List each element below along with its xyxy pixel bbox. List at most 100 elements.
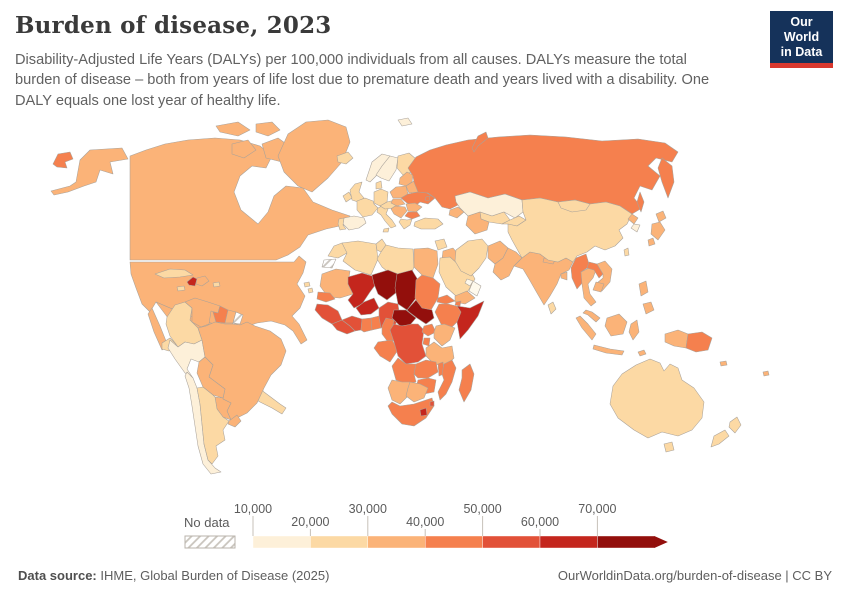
- region-romania[interactable]: Romania: 34,000: [405, 202, 423, 213]
- region-taiwan[interactable]: Taiwan: 24,000: [623, 247, 630, 257]
- region-sweden[interactable]: Sweden: 15,000: [375, 155, 399, 182]
- region-south-sudan[interactable]: South Sudan: 76,000: [406, 299, 435, 325]
- legend-bin-3[interactable]: [424, 535, 483, 549]
- region-indonesia[interactable]: Indonesia: 32,000: [604, 313, 628, 337]
- region-united-states[interactable]: United States: 31,000: [50, 147, 129, 196]
- region-solomon-islands[interactable]: Solomon Islands: 34,000: [719, 360, 728, 367]
- region-philippines[interactable]: Philippines: 31,000: [642, 301, 655, 315]
- region-canada[interactable]: Canada: 30,500: [129, 137, 351, 261]
- region-canada[interactable]: Canada: 30,500: [255, 121, 281, 137]
- region-cape-verde[interactable]: Cape Verde: 27,000: [307, 287, 314, 294]
- region-canada[interactable]: Canada: 30,500: [215, 121, 251, 137]
- region-cuba[interactable]: Cuba: 26,000: [154, 268, 194, 279]
- region-timor-leste[interactable]: Timor-Leste: 34,000: [637, 349, 647, 357]
- region-argentina[interactable]: Argentina: 24,000: [196, 386, 230, 465]
- region-australia[interactable]: Australia: 21,000: [663, 441, 675, 453]
- region-japan[interactable]: Japan: 30,500: [650, 221, 666, 241]
- region-malaysia[interactable]: Malaysia: 31,000: [582, 309, 601, 323]
- region-senegal[interactable]: Senegal: 42,000: [316, 291, 336, 303]
- region-syria[interactable]: Syria: 28,000: [434, 238, 448, 251]
- region-mongolia[interactable]: Mongolia: 23,000: [557, 199, 591, 213]
- region-uganda[interactable]: Uganda: 43,000: [421, 323, 437, 337]
- region-congo[interactable]: Congo: 42,000: [373, 339, 399, 363]
- region-cambodia[interactable]: Cambodia: 34,000: [592, 281, 605, 293]
- region-south-africa[interactable]: South Africa: 42,000: [387, 397, 435, 427]
- region-fiji[interactable]: Fiji: 34,000: [762, 370, 770, 377]
- region-chad[interactable]: Chad: 78,000: [394, 269, 419, 311]
- region-guinea[interactable]: Guinea: 57,000: [314, 303, 343, 325]
- region-indonesia[interactable]: Indonesia: 32,000: [628, 319, 640, 341]
- region-russia[interactable]: Russia: 45,000: [636, 191, 645, 213]
- legend-bin-5[interactable]: [539, 535, 598, 549]
- region-iceland[interactable]: Iceland: 22,000: [336, 151, 354, 165]
- region-namibia[interactable]: Namibia: 36,000: [387, 379, 411, 405]
- region-western-sahara[interactable]: Western Sahara: No data: [321, 258, 337, 269]
- region-indonesia[interactable]: Indonesia: 32,000: [664, 329, 689, 349]
- region-denmark[interactable]: Denmark: 24,500: [375, 180, 383, 190]
- region-iran[interactable]: Iran: 26,000: [454, 238, 489, 277]
- region-french-guiana[interactable]: French Guiana: No data: [232, 311, 244, 325]
- legend-bin-6[interactable]: [597, 535, 655, 549]
- region-italy[interactable]: Italy: 21,000: [382, 227, 390, 233]
- region-kenya[interactable]: Kenya: 33,000: [433, 323, 456, 347]
- region-turkmenistan[interactable]: Turkmenistan: 32,000: [465, 211, 490, 235]
- region-japan[interactable]: Japan: 30,500: [655, 210, 667, 223]
- region-united-arab-emirates[interactable]: United Arab Emirates: 9,500: [464, 278, 474, 287]
- region-turkey[interactable]: Turkey: 22,000: [413, 217, 444, 230]
- region-angola[interactable]: Angola: 41,000: [391, 357, 417, 385]
- region-greece[interactable]: Greece: 24,000: [398, 218, 413, 230]
- region-russia[interactable]: Russia: 45,000: [657, 157, 675, 199]
- region-zambia[interactable]: Zambia: 42,000: [413, 359, 439, 379]
- legend-bin-0[interactable]: [252, 535, 311, 549]
- region-spain[interactable]: Spain: 19,000: [342, 215, 367, 231]
- legend-bin-1[interactable]: [310, 535, 368, 549]
- region-sri-lanka[interactable]: Sri Lanka: 25,000: [547, 301, 557, 315]
- region-hungary[interactable]: Hungary: 33,000: [390, 198, 406, 207]
- region-egypt[interactable]: Egypt: 31,000: [413, 247, 439, 279]
- region-new-zealand[interactable]: New Zealand: 21,000: [710, 429, 730, 448]
- region-puerto-rico[interactable]: Puerto Rico: 24,000: [212, 281, 221, 288]
- region-oman[interactable]: Oman: 9,000: [468, 280, 482, 297]
- region-uruguay[interactable]: Uruguay: 31,000: [227, 414, 242, 428]
- region-algeria[interactable]: Algeria: 24,000: [341, 240, 379, 276]
- region-ghana[interactable]: Ghana: 44,000: [360, 317, 373, 333]
- region-niger[interactable]: Niger: 75,000: [371, 269, 399, 301]
- region-lesotho[interactable]: Lesotho: 64,000: [419, 407, 428, 417]
- region-djibouti[interactable]: Djibouti: 43,000: [454, 300, 462, 307]
- region-eswatini[interactable]: Eswatini: 52,000: [429, 400, 435, 407]
- region-caucasus[interactable]: Caucasus: 30,500: [448, 206, 465, 219]
- region-bulgaria[interactable]: Bulgaria: 41,000: [404, 211, 421, 220]
- region-mozambique[interactable]: Mozambique: 46,000: [437, 359, 457, 401]
- region-philippines[interactable]: Philippines: 31,000: [638, 280, 649, 297]
- region-botswana[interactable]: Botswana: 34,000: [405, 381, 429, 403]
- region-thailand[interactable]: Thailand: 31,000: [580, 267, 597, 307]
- region-kazakhstan[interactable]: Kazakhstan: 19,500: [454, 191, 524, 219]
- region-democratic-republic-of-congo[interactable]: Democratic Republic of Congo: 54,000: [389, 323, 427, 365]
- region-somalia[interactable]: Somalia: 66,000: [456, 300, 485, 340]
- region-norway[interactable]: Norway: 15,500: [397, 117, 413, 127]
- region-eritrea[interactable]: Eritrea: 44,000: [436, 294, 456, 305]
- region-ireland[interactable]: Ireland: 22,000: [342, 191, 353, 203]
- region-australia[interactable]: Australia: 21,000: [609, 358, 705, 439]
- region-myanmar[interactable]: Myanmar: 41,000: [570, 253, 590, 290]
- legend-no-data-swatch[interactable]: [184, 535, 236, 549]
- region-indonesia[interactable]: Indonesia: 32,000: [575, 315, 597, 341]
- region-venezuela[interactable]: Venezuela: 31,000: [184, 297, 221, 328]
- region-jamaica[interactable]: Jamaica: 27,000: [176, 285, 186, 292]
- region-greenland[interactable]: Greenland: 33,000: [277, 119, 351, 193]
- legend-bin-2[interactable]: [367, 535, 426, 549]
- region-dominican-republic[interactable]: Dominican Republic: 31,000: [195, 275, 210, 287]
- region-mexico[interactable]: Mexico: 30,000: [147, 307, 169, 351]
- region-madagascar[interactable]: Madagascar: 44,000: [458, 363, 475, 403]
- region-papua-new-guinea[interactable]: Papua New Guinea: 42,000: [685, 331, 713, 353]
- region-cape-verde[interactable]: Cape Verde: 27,000: [303, 281, 311, 288]
- region-moldova[interactable]: Moldova: 42,000: [424, 195, 431, 202]
- credit-link[interactable]: OurWorldinData.org/burden-of-disease | C…: [557, 568, 832, 583]
- region-serbia-balkans[interactable]: Serbia & Balkans: 34,000: [390, 205, 408, 219]
- region-peru[interactable]: Peru: 18,500: [167, 339, 206, 379]
- region-bangladesh[interactable]: Bangladesh: 31,000: [560, 271, 568, 281]
- region-indonesia[interactable]: Indonesia: 32,000: [592, 344, 625, 356]
- region-tanzania[interactable]: Tanzania: 36,000: [425, 341, 455, 367]
- region-russia[interactable]: Russia: 45,000: [52, 151, 74, 169]
- region-new-zealand[interactable]: New Zealand: 21,000: [728, 416, 742, 434]
